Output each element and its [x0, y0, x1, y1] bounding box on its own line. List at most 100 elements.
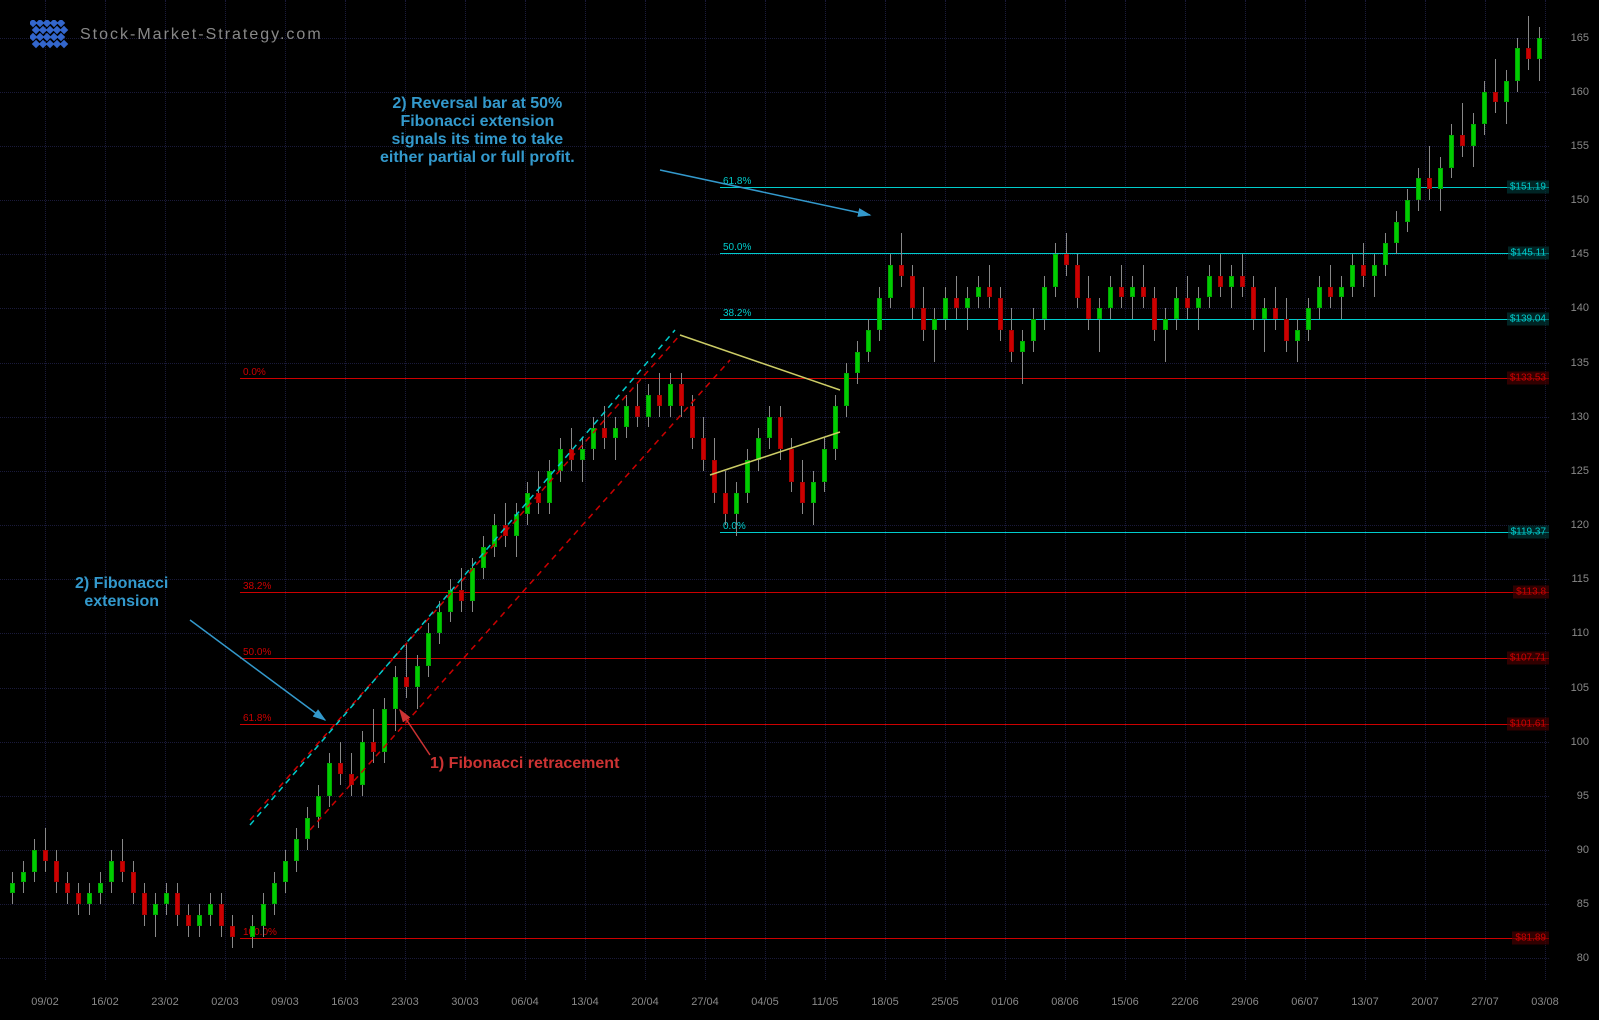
x-axis-label: 09/03 — [271, 996, 299, 1008]
fib-price-label: $101.61 — [1507, 718, 1549, 731]
grid-line-v — [165, 0, 166, 980]
grid-line-h — [0, 417, 1549, 418]
y-axis-label: 100 — [1571, 736, 1589, 748]
grid-line-v — [825, 0, 826, 980]
grid-line-h — [0, 308, 1549, 309]
grid-line-h — [0, 146, 1549, 147]
fib-pct-label: 0.0% — [723, 521, 746, 532]
grid-line-v — [1425, 0, 1426, 980]
overlay-svg — [0, 0, 1599, 1020]
y-axis-label: 165 — [1571, 32, 1589, 44]
x-axis-label: 18/05 — [871, 996, 899, 1008]
fib-line — [720, 187, 1549, 188]
y-axis-label: 115 — [1571, 573, 1589, 585]
grid-line-v — [945, 0, 946, 980]
grid-line-v — [345, 0, 346, 980]
y-axis-label: 125 — [1571, 465, 1589, 477]
grid-line-v — [285, 0, 286, 980]
y-axis-label: 140 — [1571, 302, 1589, 314]
grid-line-v — [1485, 0, 1486, 980]
fib-pct-label: 0.0% — [243, 367, 266, 378]
fib-price-label: $145.11 — [1508, 246, 1549, 259]
grid-line-h — [0, 200, 1549, 201]
y-axis-label: 155 — [1571, 140, 1589, 152]
grid-line-v — [885, 0, 886, 980]
x-axis-label: 16/03 — [331, 996, 359, 1008]
y-axis-label: 105 — [1571, 682, 1589, 694]
grid-line-v — [1125, 0, 1126, 980]
grid-line-v — [1065, 0, 1066, 980]
x-axis-label: 16/02 — [91, 996, 119, 1008]
grid-line-h — [0, 688, 1549, 689]
fib-pct-label: 61.8% — [723, 176, 751, 187]
fib-pct-label: 38.2% — [723, 308, 751, 319]
anno-reversal: 2) Reversal bar at 50%Fibonacci extensio… — [380, 95, 575, 167]
x-axis-label: 13/07 — [1351, 996, 1379, 1008]
x-axis-label: 25/05 — [931, 996, 959, 1008]
x-axis-label: 20/04 — [631, 996, 659, 1008]
fib-line — [240, 724, 1549, 725]
grid-line-v — [585, 0, 586, 980]
y-axis-label: 90 — [1577, 844, 1589, 856]
grid-line-v — [1185, 0, 1186, 980]
x-axis-label: 23/02 — [151, 996, 179, 1008]
price-chart[interactable]: 8085909510010511011512012513013514014515… — [0, 0, 1599, 1020]
y-axis-label: 110 — [1571, 627, 1589, 639]
x-axis-label: 27/04 — [691, 996, 719, 1008]
anno-retracement: 1) Fibonacci retracement — [430, 755, 619, 773]
x-axis-label: 20/07 — [1411, 996, 1439, 1008]
y-axis-label: 150 — [1571, 194, 1589, 206]
logo-icon — [30, 20, 70, 50]
grid-line-h — [0, 254, 1549, 255]
fib-price-label: $139.04 — [1507, 312, 1549, 325]
fib-price-label: $133.53 — [1507, 372, 1549, 385]
fib-line — [240, 592, 1549, 593]
grid-line-h — [0, 471, 1549, 472]
grid-line-v — [1005, 0, 1006, 980]
grid-line-h — [0, 633, 1549, 634]
y-axis-label: 130 — [1571, 411, 1589, 423]
x-axis-label: 22/06 — [1171, 996, 1199, 1008]
x-axis-label: 06/04 — [511, 996, 539, 1008]
grid-line-h — [0, 525, 1549, 526]
fib-line — [720, 319, 1549, 320]
x-axis-label: 09/02 — [31, 996, 59, 1008]
grid-line-v — [105, 0, 106, 980]
grid-line-v — [225, 0, 226, 980]
y-axis-label: 85 — [1577, 898, 1589, 910]
fib-pct-label: 50.0% — [723, 242, 751, 253]
grid-line-v — [1545, 0, 1546, 980]
x-axis-label: 13/04 — [571, 996, 599, 1008]
fib-pct-label: 50.0% — [243, 647, 271, 658]
fib-line — [240, 938, 1549, 939]
grid-line-v — [1305, 0, 1306, 980]
fib-price-label: $81.89 — [1512, 931, 1549, 944]
grid-line-h — [0, 904, 1549, 905]
grid-line-v — [1245, 0, 1246, 980]
fib-line — [240, 378, 1549, 379]
x-axis-label: 30/03 — [451, 996, 479, 1008]
grid-line-v — [1365, 0, 1366, 980]
x-axis-label: 27/07 — [1471, 996, 1499, 1008]
grid-line-h — [0, 92, 1549, 93]
x-axis-label: 15/06 — [1111, 996, 1139, 1008]
x-axis-label: 02/03 — [211, 996, 239, 1008]
x-axis-label: 08/06 — [1051, 996, 1079, 1008]
x-axis-label: 03/08 — [1531, 996, 1559, 1008]
grid-line-h — [0, 742, 1549, 743]
fib-price-label: $119.37 — [1508, 525, 1549, 538]
grid-line-v — [705, 0, 706, 980]
brand-logo: Stock-Market-Strategy.com — [30, 20, 323, 50]
grid-line-v — [765, 0, 766, 980]
y-axis-label: 160 — [1571, 86, 1589, 98]
fib-pct-label: 38.2% — [243, 581, 271, 592]
y-axis-label: 120 — [1571, 519, 1589, 531]
x-axis-label: 04/05 — [751, 996, 779, 1008]
fib-pct-label: 61.8% — [243, 713, 271, 724]
y-axis-label: 95 — [1577, 790, 1589, 802]
anno-extension: 2) Fibonacciextension — [75, 575, 168, 611]
logo-text: Stock-Market-Strategy.com — [80, 26, 323, 44]
grid-line-h — [0, 796, 1549, 797]
fib-line — [720, 253, 1549, 254]
grid-line-h — [0, 958, 1549, 959]
